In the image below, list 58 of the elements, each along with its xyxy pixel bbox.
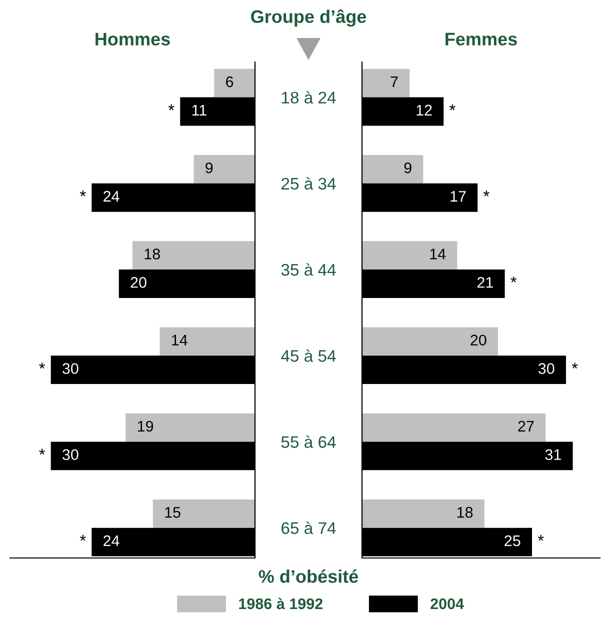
data-label: 9 [206,162,213,174]
bar [362,413,546,442]
annotation: * [80,534,86,541]
data-label: 7 [390,76,398,88]
y-tick-label: 25 à 34 [282,177,336,190]
data-label: 11 [192,104,206,116]
bar [362,155,424,184]
annotation: * [168,104,174,110]
data-label: 20 [130,277,146,288]
legend-label: 2004 [430,598,464,610]
legend-label: 1986 à 1992 [239,598,323,610]
data-label: 31 [545,449,561,460]
data-label: 6 [226,76,234,88]
annotation: * [80,190,86,196]
data-label: 30 [62,363,78,374]
bar [362,68,410,98]
bar [126,413,255,442]
annotation: * [572,362,578,369]
y-axis-title: Groupe d’âge [251,9,366,27]
data-label: 15 [165,507,180,518]
annotation: * [510,276,517,282]
data-label: 25 [504,535,520,546]
data-label: 12 [416,104,432,116]
data-label: 17 [450,191,466,202]
annotation: * [39,362,46,369]
y-tick-label: 35 à 44 [281,263,336,276]
y-tick-label: 55 à 64 [281,436,336,448]
bar [152,499,255,528]
data-label: 19 [138,420,154,432]
bar [214,68,255,98]
bar [194,155,255,184]
chart-title: Hommes [96,32,170,46]
bar [362,241,458,270]
annotation: * [39,448,46,455]
data-label: 14 [430,248,446,260]
chart-title: Femmes [446,32,517,46]
data-label: 18 [144,248,160,260]
data-label: 20 [470,334,486,346]
bar [132,241,255,270]
data-label: 9 [404,162,412,174]
bar [362,327,498,356]
data-label: 30 [538,363,554,374]
y-tick-label: 65 à 74 [282,522,336,534]
x-axis-title: % d’obésité [258,569,358,583]
data-label: 24 [104,190,120,202]
annotation: * [538,534,544,541]
data-label: 30 [62,449,78,460]
data-label: 14 [172,334,188,346]
y-tick-label: 18 à 24 [282,91,336,104]
data-label: 24 [104,535,120,546]
data-label: 18 [457,506,473,518]
y-tick-label: 45 à 54 [281,349,336,362]
annotation: * [449,104,456,110]
bar [160,327,255,356]
annotation: * [483,190,490,196]
bar [362,499,484,528]
data-label: 21 [477,277,493,288]
data-label: 27 [518,420,534,432]
